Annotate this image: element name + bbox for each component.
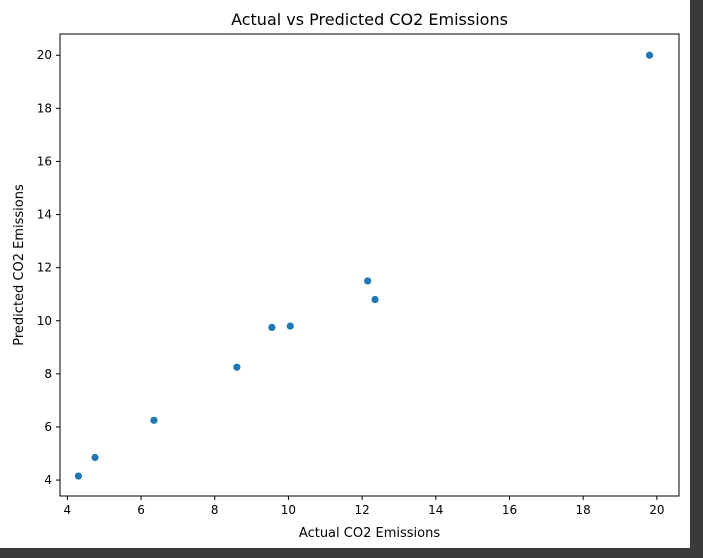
scatter-point <box>364 277 372 285</box>
chart-title: Actual vs Predicted CO2 Emissions <box>231 10 508 29</box>
scatter-point <box>233 363 241 371</box>
y-tick-label: 20 <box>37 48 52 62</box>
y-tick-label: 14 <box>37 208 52 222</box>
scatter-point <box>268 323 276 331</box>
y-tick-label: 6 <box>44 420 52 434</box>
y-tick-label: 12 <box>37 261 52 275</box>
scatter-point <box>74 472 83 480</box>
data-points <box>74 51 654 480</box>
y-tick-label: 4 <box>44 473 52 487</box>
y-tick-label: 18 <box>37 101 52 115</box>
x-tick-label: 20 <box>649 503 664 517</box>
x-tick-label: 10 <box>281 503 296 517</box>
y-axis-ticks: 4 6 8 10 12 14 16 18 20 <box>37 48 60 487</box>
y-tick-label: 10 <box>37 314 52 328</box>
x-tick-label: 14 <box>428 503 443 517</box>
scatter-point <box>371 295 379 304</box>
y-tick-label: 8 <box>44 367 52 381</box>
y-axis-label: Predicted CO2 Emissions <box>12 184 27 346</box>
scatter-point <box>286 322 294 330</box>
x-tick-label: 6 <box>137 503 145 517</box>
x-axis-ticks: 4 6 8 10 12 14 16 18 20 <box>64 496 665 517</box>
plot-area-frame <box>59 33 680 497</box>
figure-canvas: Actual vs Predicted CO2 Emissions 4 6 8 10 1… <box>0 0 690 548</box>
scatter-point <box>150 416 158 424</box>
scatter-chart: Actual vs Predicted CO2 Emissions 4 6 8 10 1… <box>12 10 680 541</box>
scatter-point <box>645 51 654 59</box>
x-tick-label: 8 <box>211 503 219 517</box>
y-tick-label: 16 <box>37 154 52 168</box>
scatter-point <box>91 453 99 462</box>
x-tick-label: 16 <box>502 503 517 517</box>
x-tick-label: 18 <box>576 503 591 517</box>
x-tick-label: 4 <box>64 503 72 517</box>
x-tick-label: 12 <box>354 503 369 517</box>
x-axis-label: Actual CO2 Emissions <box>299 526 440 541</box>
